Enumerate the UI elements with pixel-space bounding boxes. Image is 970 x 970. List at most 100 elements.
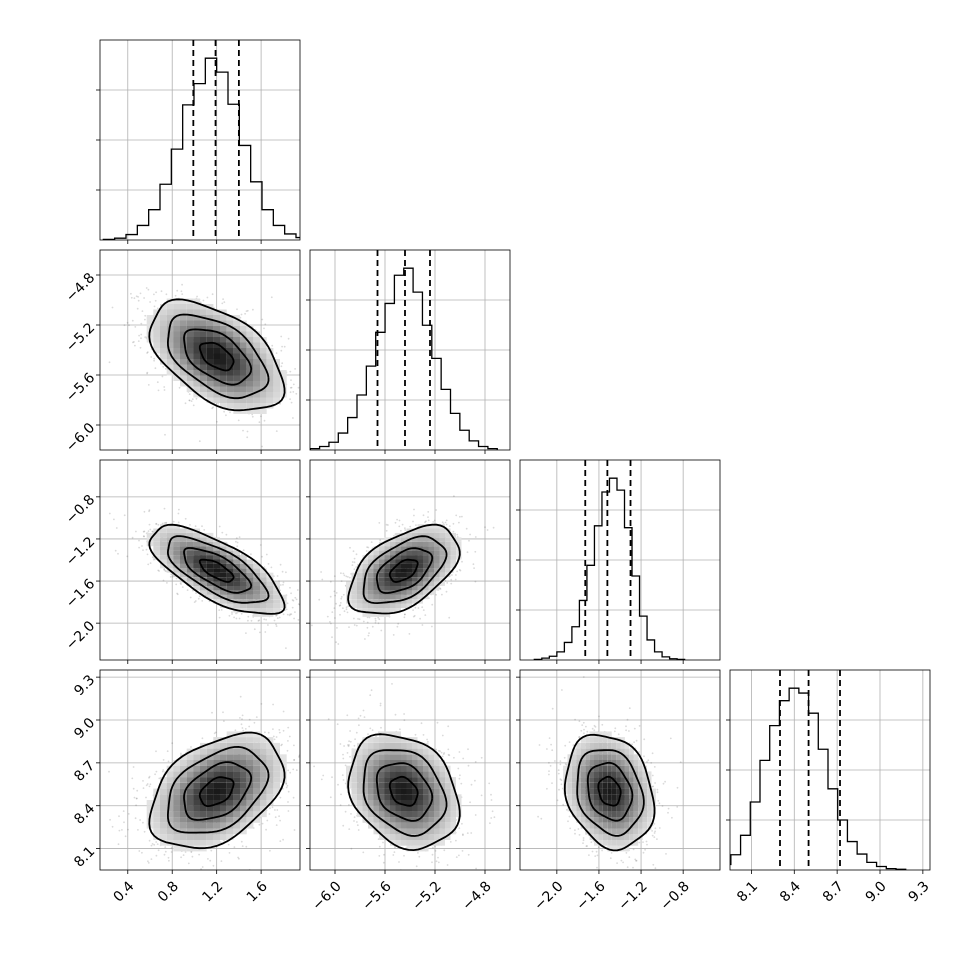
sample-point	[156, 307, 159, 310]
sample-point	[282, 583, 284, 586]
sample-point	[163, 386, 166, 388]
sample-point	[188, 399, 191, 402]
density-cell	[253, 337, 260, 343]
density-cell	[193, 359, 200, 365]
density-cell	[180, 555, 187, 560]
contour-line	[148, 298, 286, 412]
density-cell	[240, 568, 247, 573]
sample-point	[439, 588, 442, 590]
sample-point	[316, 365, 318, 367]
sample-point	[414, 606, 417, 609]
sample-point	[492, 526, 495, 529]
sample-point	[261, 445, 263, 448]
density-cell	[186, 541, 194, 547]
sample-point	[147, 288, 150, 291]
density-cell	[280, 594, 287, 600]
sample-point	[235, 617, 238, 620]
density-cell	[401, 550, 407, 555]
density-cell	[253, 348, 260, 354]
density-cell	[186, 532, 194, 538]
density-cell	[226, 364, 234, 370]
density-cell	[160, 353, 167, 359]
sample-point	[228, 614, 231, 617]
density-cell	[266, 386, 274, 392]
sample-point	[288, 614, 291, 617]
density-cell	[186, 320, 194, 326]
sample-point	[126, 555, 129, 558]
sample-point	[280, 335, 283, 338]
sample-point	[452, 530, 455, 533]
density-cell	[246, 608, 254, 613]
density-cell	[220, 326, 227, 332]
sample-point	[456, 570, 458, 573]
density-cell	[273, 370, 280, 376]
density-cell	[193, 370, 200, 376]
panel-frame	[99, 249, 301, 451]
sample-point	[247, 619, 249, 622]
sample-point	[275, 352, 278, 354]
sample-point	[176, 289, 179, 292]
density-cell	[373, 568, 379, 573]
density-cell	[406, 603, 412, 609]
sample-point	[245, 632, 247, 634]
density-cell	[395, 590, 401, 595]
density-cell	[173, 331, 180, 337]
density-cell	[206, 581, 214, 586]
density-cell	[233, 364, 240, 370]
sample-point	[466, 551, 469, 554]
sample-point	[163, 389, 166, 391]
density-cell	[186, 326, 194, 332]
panel-0-0	[96, 39, 301, 244]
sample-point	[170, 573, 173, 576]
density-cell	[246, 599, 254, 604]
density-cell	[173, 337, 180, 343]
density-cell	[220, 586, 227, 591]
density-cell	[260, 381, 267, 387]
density-cell	[166, 331, 174, 337]
sample-point	[427, 519, 430, 522]
density-cell	[373, 603, 379, 609]
sample-point	[413, 514, 415, 517]
density-cell	[240, 608, 247, 613]
density-cell	[206, 353, 214, 359]
density-cell	[362, 599, 368, 604]
sample-point	[281, 345, 283, 348]
density-cell	[395, 559, 401, 564]
density-cell	[200, 348, 207, 354]
sample-point	[435, 509, 438, 511]
density-cell	[180, 315, 187, 321]
sample-point	[461, 560, 463, 563]
density-cell	[200, 304, 207, 310]
sample-point	[335, 602, 337, 605]
density-cell	[173, 568, 180, 573]
density-cell	[220, 550, 227, 555]
density-cell	[186, 353, 194, 359]
sample-point	[280, 349, 283, 352]
density-cell	[213, 370, 220, 376]
sample-point	[365, 550, 368, 552]
density-cell	[406, 590, 412, 595]
density-cell	[246, 326, 254, 332]
sample-point	[177, 521, 180, 524]
density-cell	[395, 603, 401, 609]
density-cell	[166, 563, 174, 569]
density-cell	[173, 353, 180, 359]
density-cell	[253, 577, 260, 582]
density-cell	[362, 586, 368, 591]
sample-point	[469, 533, 471, 536]
sample-point	[151, 531, 154, 533]
density-cell	[260, 370, 267, 376]
density-cell	[233, 353, 240, 359]
density-cell	[220, 315, 227, 321]
sample-point	[132, 341, 134, 344]
sample-point	[264, 631, 267, 633]
density-cell	[206, 568, 214, 573]
sample-point	[283, 345, 286, 348]
density-cell	[260, 408, 267, 414]
sample-point	[280, 365, 283, 368]
density-cell	[246, 594, 254, 600]
density-cell	[368, 590, 374, 595]
sample-point	[242, 549, 245, 552]
density-cell	[233, 326, 240, 332]
density-cell	[253, 586, 260, 591]
